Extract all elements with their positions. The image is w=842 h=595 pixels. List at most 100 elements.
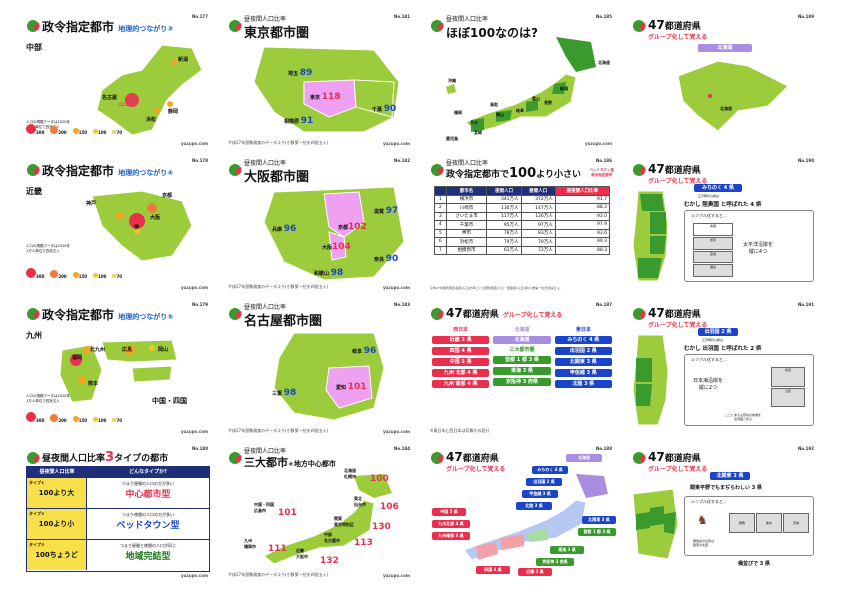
group-pill[interactable]: みちのく 4 県 bbox=[554, 336, 612, 344]
group-pill[interactable]: 北海道 bbox=[698, 44, 752, 52]
card-regional-cities[interactable]: 昼夜間人口比率 三大都市+地方中心都市 No.184 北海道 札幌市 100 東北… bbox=[224, 444, 416, 580]
group-pill[interactable]: 北関東 3 県 bbox=[710, 472, 750, 480]
city-label: 岡山 bbox=[158, 347, 169, 353]
slide-number: No.189 bbox=[798, 14, 814, 19]
city-label: 浜松 bbox=[146, 117, 157, 123]
slide-number: No.186 bbox=[596, 158, 612, 163]
group-pill[interactable]: 出羽国 2 県 bbox=[698, 328, 738, 336]
group-pill[interactable]: 中国 5 県 bbox=[432, 358, 490, 366]
pref-label: 鳥取 bbox=[490, 102, 498, 107]
group-pill[interactable]: 九州 南部 4 県 bbox=[432, 380, 490, 388]
group-pill[interactable]: 九州北部 4 県 bbox=[432, 520, 470, 528]
card-tokyo[interactable]: 昼夜間人口比率 東京都市圏 No.181 埼玉 89 東京 118 千葉 90 … bbox=[224, 12, 416, 148]
card-dewa[interactable]: 47都道府県 グループ化して覚える No.191 出羽国 2 県 江戸時代以前は… bbox=[628, 300, 820, 436]
group-pill[interactable]: 東海 3 県 bbox=[493, 367, 551, 375]
slide-number: No.179 bbox=[192, 302, 208, 307]
group-pill[interactable]: 北関東 3 県 bbox=[554, 358, 612, 366]
card-bedtown-cities[interactable]: 昼夜間人口比率 政令指定都市で100より小さい ベッドタウン型 政令指定都市 N… bbox=[426, 156, 618, 292]
card-subtitle: 昼夜間人口比率 bbox=[244, 304, 287, 311]
card-title: 名古屋都市圏 bbox=[244, 314, 323, 329]
pref-label: 富山 bbox=[532, 96, 540, 101]
slide-number: No.188 bbox=[596, 446, 612, 451]
group-pill[interactable]: 首都 1 都 3 県 bbox=[578, 528, 616, 536]
table-cell: 堺市 bbox=[445, 228, 488, 238]
card-chubu[interactable]: 政令指定都市 地理的つながり③ No.177 中部 名古屋 (113) 浜松 静… bbox=[22, 12, 214, 148]
table-cell: 95万人 bbox=[486, 220, 522, 230]
type-row: タイプ③ 100ちょうど つまり昼間と夜間の人口が同じ 地域完結型 bbox=[27, 539, 209, 570]
footnote: 平成27年国勢調査(夜間人口は5年ごとの国勢調査人口)・昼夜間人口比率(小数第一… bbox=[430, 286, 561, 290]
group-pill[interactable]: みちのく 4 県 bbox=[532, 466, 568, 474]
slide-grid: 政令指定都市 地理的つながり③ No.177 中部 名古屋 (113) 浜松 静… bbox=[22, 12, 822, 586]
card-michinoku[interactable]: 47都道府県 グループ化して覚える No.190 みちのく 4 県 江戸時代以前… bbox=[628, 156, 820, 292]
type-desc: つまり昼間の人口の方が多い bbox=[122, 481, 174, 486]
logo-icon bbox=[632, 307, 646, 321]
simplify-box: シンプル化すると… 群馬 栃木 茨城 ♞ 群馬県の位置は 関東の北西 bbox=[684, 496, 814, 556]
card-three-types[interactable]: 昼夜間人口比率3タイプの都市 No.180 昼夜間人口比率 どんなタイプか? タイ… bbox=[22, 444, 214, 580]
cities-table: 都市名 夜間人口 昼間人口 昼夜間人口比率 1 横浜市 341万人 372万人 91.7 2 川崎… bbox=[434, 186, 611, 255]
table-cell: 93.0 bbox=[554, 211, 611, 221]
slide-number: No.191 bbox=[798, 302, 814, 307]
site-url: yuzupo.com bbox=[180, 285, 208, 290]
pref-label: 宮崎 bbox=[474, 130, 482, 135]
card-near-100[interactable]: 昼夜間人口比率 ほぼ100なのは? No.185 北海道 沖縄 新潟 富山 長野… bbox=[426, 12, 618, 148]
group-pill[interactable]: 甲信越 3 県 bbox=[522, 490, 558, 498]
group-pill[interactable]: 近畿 3 県 bbox=[432, 336, 490, 344]
table-cell: 千葉市 bbox=[445, 220, 488, 230]
logo-icon bbox=[26, 451, 40, 465]
group-pill[interactable]: 九州 北部 4 県 bbox=[432, 369, 490, 377]
group-pill[interactable]: 京阪神 3 府県 bbox=[536, 558, 574, 566]
table-cell: 浜松市 bbox=[445, 237, 488, 247]
city-label: 広島 bbox=[122, 347, 133, 353]
table-cell: 88.3 bbox=[554, 203, 611, 213]
table-cell: 横浜市 bbox=[445, 194, 488, 204]
card-hokkaido[interactable]: 47都道府県 グループ化して覚える No.189 北海道 北海道 bbox=[628, 12, 820, 148]
group-pill[interactable]: 北陸 3 県 bbox=[516, 502, 552, 510]
card-kyushu[interactable]: 政令指定都市 地理的つながり⑤ No.179 九州 北九州 福岡 熊本 広島 岡… bbox=[22, 300, 214, 436]
logo-icon bbox=[430, 451, 444, 465]
pref-label: 沖縄 bbox=[448, 78, 456, 83]
card-groups-map[interactable]: 47都道府県 グループ化して覚える No.188 北海道 みちのく 4 県 出羽… bbox=[426, 444, 618, 580]
group-pill[interactable]: 首都 1 都 3 県 bbox=[493, 356, 551, 364]
table-cell: 6 bbox=[434, 237, 447, 247]
group-pill[interactable]: 四国 4 県 bbox=[476, 566, 510, 574]
region-label: 近畿 bbox=[26, 187, 42, 196]
note: ベッドタウン型 政令指定都市 bbox=[589, 168, 615, 177]
city-label: 静岡 bbox=[168, 109, 179, 115]
kyushu-map bbox=[59, 339, 178, 403]
table-cell: 88.3 bbox=[554, 245, 611, 255]
group-pill[interactable]: 九州南部 4 県 bbox=[432, 532, 470, 540]
simplify-box: シンプル化すると… 日本海沿岸を 縦に2つ 秋田 山形 ここにある山形県の地域を… bbox=[684, 354, 814, 426]
logo-icon bbox=[228, 19, 242, 33]
city-label: 名古屋 bbox=[102, 95, 118, 101]
group-pill[interactable]: 四国 4 県 bbox=[432, 347, 490, 355]
tohoku-map bbox=[632, 190, 669, 282]
hokkaido-map bbox=[677, 60, 789, 132]
city-label: 堺 bbox=[134, 225, 140, 231]
group-pill[interactable]: 北海道 bbox=[493, 336, 551, 344]
group-pill[interactable]: 北陸 3 県 bbox=[554, 380, 612, 388]
group-pill[interactable]: みちのく 4 県 bbox=[694, 184, 742, 192]
site-url: yuzupo.com bbox=[180, 141, 208, 146]
group-pill[interactable]: 出羽国 2 県 bbox=[526, 478, 562, 486]
site-url: yuzupo.com bbox=[382, 141, 410, 146]
card-nagoya[interactable]: 昼夜間人口比率 名古屋都市圏 No.183 岐阜 96 愛知 101 三重 98… bbox=[224, 300, 416, 436]
type-label: タイプ① bbox=[29, 480, 45, 485]
type-name: ベッドタウン型 bbox=[116, 521, 180, 531]
group-pill[interactable]: 東海 3 県 bbox=[550, 546, 584, 554]
group-pill[interactable]: 出羽国 2 県 bbox=[554, 347, 612, 355]
card-groups-overview[interactable]: 47都道府県 グループ化して覚える No.187 西日本 近畿 3 県 四国 4… bbox=[426, 300, 618, 436]
group-pill[interactable]: 京阪神 3 府県 bbox=[493, 378, 551, 386]
group-pill[interactable]: 中国 5 県 bbox=[432, 508, 466, 516]
logo-icon bbox=[632, 163, 646, 177]
group-pill[interactable]: 甲信越 3 県 bbox=[554, 369, 612, 377]
card-kinki[interactable]: 政令指定都市 地理的つながり④ No.178 近畿 神戸 京都 大阪 堺 人口の… bbox=[22, 156, 214, 292]
group-pill[interactable]: 北関東 3 県 bbox=[582, 516, 616, 524]
card-osaka[interactable]: 昼夜間人口比率 大阪都市圏 No.182 兵庫 96 京都102 滋賀 97 大… bbox=[224, 156, 416, 292]
type-value: 100より大 bbox=[38, 489, 75, 497]
group-pill[interactable]: 北海道 bbox=[566, 454, 602, 462]
legend: 300 200 150 100 70 bbox=[26, 119, 122, 138]
group-columns: 西日本 近畿 3 県 四国 4 県 中国 5 県 九州 北部 4 県 九州 南部… bbox=[432, 326, 612, 388]
card-kitakanto[interactable]: 47都道府県 グループ化して覚える No.192 北関東 3 県 関東平野でもま… bbox=[628, 444, 820, 580]
note: 江戸時代以前は bbox=[698, 194, 720, 198]
group-pill[interactable]: 近畿 3 県 bbox=[518, 568, 552, 576]
